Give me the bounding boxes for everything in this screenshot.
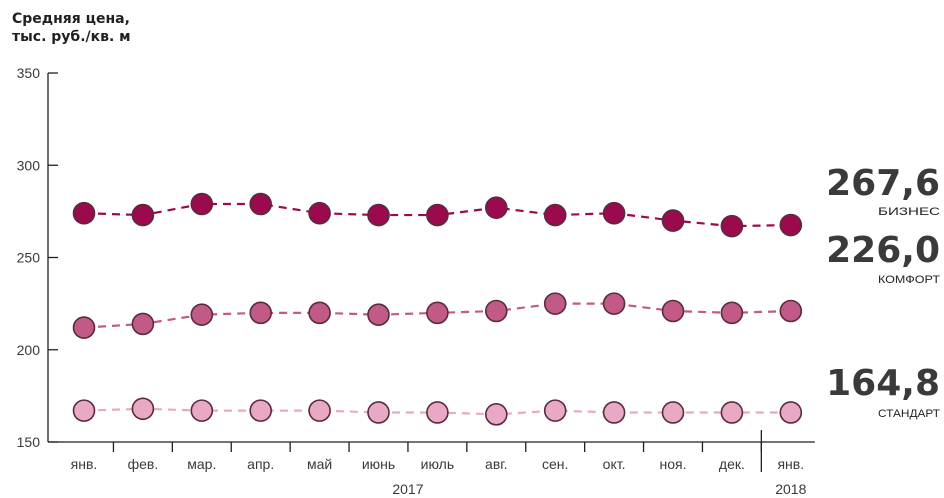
- y-axis-title: Средняя цена, тыс. руб./кв. м: [12, 10, 131, 46]
- data-point: [426, 401, 449, 424]
- data-point: [131, 312, 155, 336]
- data-point: [720, 301, 744, 325]
- data-point: [602, 401, 626, 424]
- data-point: [426, 301, 449, 325]
- y-tick-label: 150: [17, 434, 41, 450]
- data-point: [779, 299, 803, 323]
- year-label: 2017: [392, 481, 423, 497]
- y-tick-label: 250: [17, 250, 41, 266]
- data-point: [484, 196, 508, 219]
- year-label: 2018: [775, 481, 806, 497]
- data-point: [543, 203, 567, 227]
- data-point: [426, 203, 449, 227]
- x-tick-label: янв.: [777, 456, 804, 472]
- x-tick-label: фев.: [128, 456, 159, 472]
- data-point: [602, 292, 626, 315]
- data-point: [367, 401, 390, 424]
- series-name-label: СТАНДАРТ: [878, 408, 940, 420]
- data-point: [308, 301, 331, 325]
- y-axis-title-line2: тыс. руб./кв. м: [12, 29, 131, 45]
- data-point: [720, 214, 744, 238]
- data-point: [661, 299, 685, 323]
- data-point: [779, 401, 803, 424]
- data-point: [249, 301, 273, 325]
- data-point: [72, 399, 96, 422]
- y-axis-title-line1: Средняя цена,: [12, 11, 130, 27]
- data-point: [602, 201, 626, 225]
- series-final-value-label: 164,8: [826, 363, 940, 404]
- data-point: [484, 299, 508, 323]
- data-point: [308, 399, 331, 422]
- data-point: [661, 209, 685, 232]
- x-tick-label: июль: [421, 456, 454, 472]
- data-point: [367, 203, 390, 227]
- y-tick-label: 300: [17, 157, 41, 173]
- series-final-value-label: 267,6: [826, 163, 940, 204]
- x-tick-label: мар.: [187, 456, 216, 472]
- data-point: [190, 399, 214, 422]
- data-point: [131, 397, 155, 421]
- data-point: [367, 303, 390, 326]
- series-final-value-label: 226,0: [826, 230, 940, 271]
- data-point: [131, 203, 155, 227]
- x-tick-label: окт.: [603, 456, 626, 472]
- data-point: [720, 401, 744, 424]
- series-name-label: КОМФОРТ: [878, 274, 940, 286]
- data-point: [543, 399, 567, 422]
- x-tick-label: май: [307, 456, 332, 472]
- data-point: [308, 201, 331, 225]
- data-point: [661, 401, 685, 424]
- y-tick-label: 350: [17, 65, 41, 81]
- data-point: [543, 292, 567, 315]
- series-name-label: БИЗНЕС: [878, 206, 940, 218]
- x-tick-label: авг.: [485, 456, 508, 472]
- data-point: [249, 192, 273, 216]
- x-tick-label: июнь: [362, 456, 395, 472]
- data-point: [190, 303, 214, 326]
- x-tick-label: дек.: [719, 456, 745, 472]
- data-point: [249, 399, 273, 422]
- x-tick-label: апр.: [247, 456, 274, 472]
- data-point: [779, 213, 803, 237]
- x-tick-label: сен.: [542, 456, 568, 472]
- y-tick-label: 200: [17, 342, 41, 358]
- data-point: [484, 403, 508, 426]
- data-point: [72, 316, 96, 339]
- data-point: [190, 192, 214, 216]
- x-tick-label: янв.: [71, 456, 98, 472]
- x-tick-label: ноя.: [660, 456, 687, 472]
- data-point: [72, 201, 96, 225]
